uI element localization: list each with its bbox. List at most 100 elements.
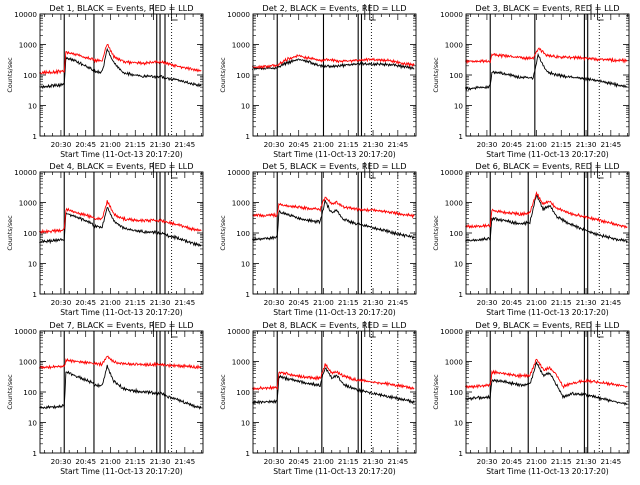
events-series-line	[465, 194, 628, 244]
x-tick-label: 20:30	[51, 140, 72, 149]
lld-series-line	[38, 355, 202, 370]
panel-title: Det 1, BLACK = Events, RED = LLD	[49, 3, 193, 13]
y-axis-label: Counts/sec	[432, 374, 440, 410]
x-tick-label: 21:45	[387, 140, 408, 149]
x-axis-label: Start Time (11-Oct-13 20:17:20)	[60, 150, 183, 159]
y-axis-label: Counts/sec	[219, 57, 227, 93]
x-tick-label: 21:30	[363, 298, 384, 307]
x-tick-label: 20:30	[51, 298, 72, 307]
y-tick-label: 10000	[227, 327, 250, 336]
panels-layer: Det 1, BLACK = Events, RED = LLD Counts/s…	[6, 3, 630, 476]
y-tick-label: 1000	[232, 358, 251, 367]
x-tick-label: 21:00	[313, 140, 334, 149]
x-tick-label: 21:00	[526, 457, 547, 466]
x-axis-label: Start Time (11-Oct-13 20:17:20)	[60, 308, 183, 317]
y-tick-label: 100	[23, 388, 37, 397]
y-tick-label: 1000	[445, 358, 464, 367]
y-tick-label: 10000	[14, 168, 37, 177]
x-tick-label: 20:45	[75, 140, 96, 149]
y-tick-label: 1	[458, 132, 463, 141]
y-tick-label: 10	[241, 260, 251, 269]
y-tick-label: 1	[458, 290, 463, 299]
x-tick-label: 21:15	[551, 298, 572, 307]
panel-det-8: Det 8, BLACK = Events, RED = LLD Counts/s…	[219, 320, 417, 476]
x-tick-label: 21:30	[576, 140, 597, 149]
y-tick-label: 10000	[14, 327, 37, 336]
events-series-line	[464, 52, 628, 92]
panel-title: Det 9, BLACK = Events, RED = LLD	[475, 320, 619, 330]
lld-series-line	[251, 363, 415, 392]
panel-det-5: Det 5, BLACK = Events, RED = LLD Counts/s…	[219, 161, 417, 317]
panel-det-2: Det 2, BLACK = Events, RED = LLD Counts/s…	[219, 3, 417, 159]
x-tick-label: 21:30	[150, 140, 171, 149]
y-axis-label: Counts/sec	[432, 57, 440, 93]
panel-det-9: Det 9, BLACK = Events, RED = LLD Counts/s…	[432, 320, 630, 476]
y-tick-label: 10000	[440, 10, 463, 19]
y-tick-label: 1	[32, 132, 37, 141]
y-axis-label: Counts/sec	[6, 215, 14, 251]
events-series-line	[251, 199, 415, 243]
panel-title: Det 7, BLACK = Events, RED = LLD	[49, 320, 193, 330]
x-tick-label: 20:45	[501, 457, 522, 466]
plot-frame	[465, 330, 630, 454]
y-tick-label: 10000	[440, 168, 463, 177]
x-tick-label: 20:30	[51, 457, 72, 466]
x-tick-label: 20:30	[264, 457, 285, 466]
lld-series-line	[465, 191, 628, 229]
plot-frame	[252, 330, 417, 454]
x-tick-label: 21:45	[387, 457, 408, 466]
x-axis-label: Start Time (11-Oct-13 20:17:20)	[273, 467, 396, 476]
y-axis-label: Counts/sec	[6, 57, 14, 93]
x-tick-label: 21:00	[313, 457, 334, 466]
y-tick-label: 1000	[232, 199, 251, 208]
panel-title: Det 5, BLACK = Events, RED = LLD	[262, 161, 406, 171]
panel-title: Det 8, BLACK = Events, RED = LLD	[262, 320, 406, 330]
x-tick-label: 21:15	[551, 457, 572, 466]
plot-frame	[465, 13, 630, 137]
plot-frame	[252, 13, 417, 137]
x-tick-label: 20:30	[477, 457, 498, 466]
y-tick-label: 10	[241, 419, 251, 428]
plot-frame	[39, 171, 204, 295]
y-axis-label: Counts/sec	[219, 215, 227, 251]
x-tick-label: 21:15	[338, 298, 359, 307]
events-series-line	[39, 206, 202, 248]
panel-title: Det 2, BLACK = Events, RED = LLD	[262, 3, 406, 13]
y-tick-label: 1	[32, 449, 37, 458]
x-tick-label: 20:30	[477, 140, 498, 149]
y-tick-label: 100	[23, 71, 37, 80]
x-tick-label: 20:30	[264, 298, 285, 307]
plot-frame	[252, 171, 417, 295]
x-axis-label: Start Time (11-Oct-13 20:17:20)	[486, 308, 609, 317]
y-tick-label: 1	[245, 290, 250, 299]
x-tick-label: 21:45	[174, 140, 195, 149]
y-tick-label: 10	[28, 419, 38, 428]
y-axis-label: Counts/sec	[432, 215, 440, 251]
x-tick-label: 21:30	[150, 298, 171, 307]
y-tick-label: 100	[236, 229, 250, 238]
y-tick-label: 10000	[14, 10, 37, 19]
panel-det-6: Det 6, BLACK = Events, RED = LLD Counts/s…	[432, 161, 630, 317]
panel-title: Det 3, BLACK = Events, RED = LLD	[475, 3, 619, 13]
panel-det-1: Det 1, BLACK = Events, RED = LLD Counts/s…	[6, 3, 204, 159]
x-tick-label: 21:45	[600, 140, 621, 149]
x-tick-label: 21:45	[174, 457, 195, 466]
x-axis-label: Start Time (11-Oct-13 20:17:20)	[60, 467, 183, 476]
y-tick-label: 10000	[227, 168, 250, 177]
x-tick-label: 20:45	[75, 457, 96, 466]
x-tick-label: 21:00	[526, 140, 547, 149]
y-tick-label: 100	[449, 229, 463, 238]
x-tick-label: 21:30	[576, 298, 597, 307]
y-tick-label: 1000	[232, 41, 251, 50]
lld-series-line	[465, 47, 628, 65]
lld-series-line	[464, 358, 628, 390]
x-tick-label: 20:45	[288, 140, 309, 149]
y-tick-label: 10	[454, 102, 464, 111]
x-tick-label: 21:00	[100, 298, 121, 307]
x-tick-label: 21:30	[363, 140, 384, 149]
panel-det-7: Det 7, BLACK = Events, RED = LLD Counts/s…	[6, 320, 204, 476]
x-tick-label: 21:45	[387, 298, 408, 307]
x-tick-label: 21:00	[526, 298, 547, 307]
lld-series-line	[251, 53, 415, 70]
y-tick-label: 1000	[19, 199, 38, 208]
